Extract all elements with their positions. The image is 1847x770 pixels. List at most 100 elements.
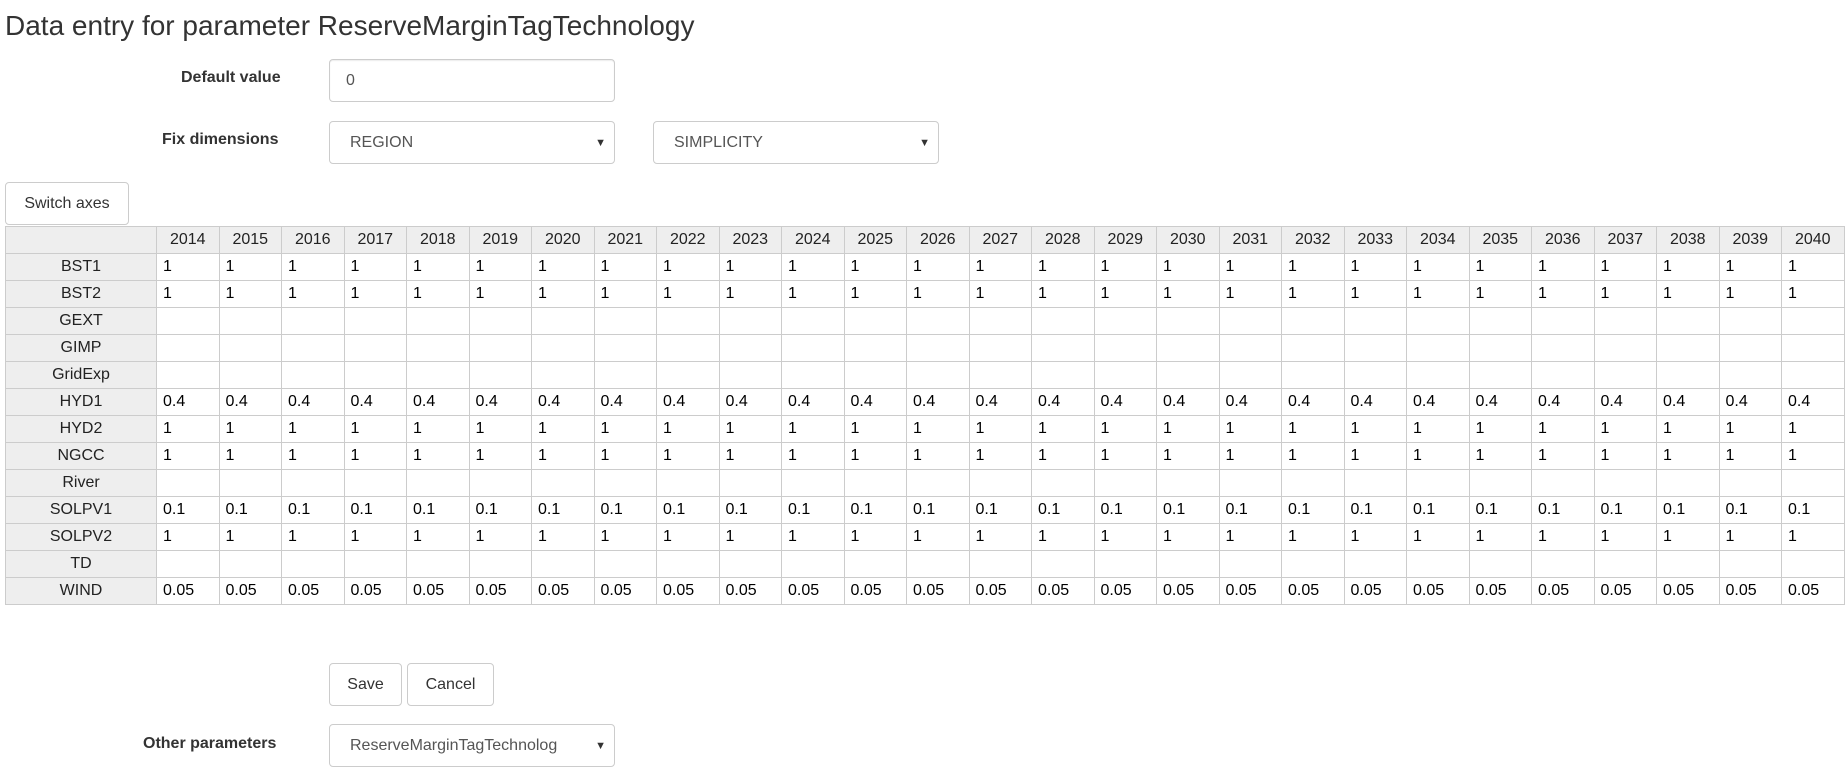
grid-cell[interactable]: 0.05	[218, 577, 282, 605]
grid-cell[interactable]: 1	[781, 280, 845, 308]
default-value-input[interactable]	[329, 59, 615, 102]
grid-cell[interactable]: 1	[1531, 415, 1595, 443]
grid-cell[interactable]: 1	[1468, 415, 1532, 443]
grid-cell[interactable]: 1	[593, 523, 657, 551]
grid-cell[interactable]: 1	[1593, 415, 1657, 443]
grid-cell[interactable]	[1656, 334, 1720, 362]
grid-cell[interactable]: 1	[1156, 280, 1220, 308]
grid-cell[interactable]: 0.1	[1218, 496, 1282, 524]
grid-cell[interactable]	[1406, 334, 1470, 362]
grid-cell[interactable]: 1	[468, 523, 532, 551]
grid-cell[interactable]: 0.1	[1093, 496, 1157, 524]
grid-cell[interactable]: 1	[1343, 253, 1407, 281]
grid-cell[interactable]: 0.05	[593, 577, 657, 605]
grid-cell[interactable]	[281, 307, 345, 335]
grid-cell[interactable]: 1	[1593, 442, 1657, 470]
grid-cell[interactable]	[718, 361, 782, 389]
grid-cell[interactable]: 1	[1718, 280, 1782, 308]
grid-cell[interactable]: 0.05	[1031, 577, 1095, 605]
grid-cell[interactable]	[1531, 469, 1595, 497]
grid-cell[interactable]: 1	[343, 253, 407, 281]
grid-cell[interactable]	[1343, 307, 1407, 335]
grid-cell[interactable]: 0.05	[906, 577, 970, 605]
grid-cell[interactable]	[781, 361, 845, 389]
grid-cell[interactable]: 1	[656, 415, 720, 443]
grid-cell[interactable]: 0.05	[968, 577, 1032, 605]
grid-cell[interactable]: 1	[1093, 415, 1157, 443]
grid-cell[interactable]	[843, 307, 907, 335]
grid-cell[interactable]: 1	[1718, 442, 1782, 470]
grid-cell[interactable]: 0.1	[781, 496, 845, 524]
grid-cell[interactable]: 1	[843, 442, 907, 470]
grid-cell[interactable]: 1	[218, 415, 282, 443]
grid-cell[interactable]: 1	[343, 415, 407, 443]
grid-cell[interactable]	[531, 334, 595, 362]
grid-cell[interactable]	[718, 307, 782, 335]
grid-cell[interactable]: 1	[593, 280, 657, 308]
grid-cell[interactable]	[1218, 361, 1282, 389]
grid-cell[interactable]: 0.1	[1031, 496, 1095, 524]
grid-cell[interactable]	[1281, 361, 1345, 389]
grid-cell[interactable]: 1	[1468, 523, 1532, 551]
grid-cell[interactable]: 1	[1781, 442, 1845, 470]
grid-cell[interactable]	[1593, 361, 1657, 389]
grid-cell[interactable]: 1	[1531, 280, 1595, 308]
grid-cell[interactable]: 1	[281, 523, 345, 551]
grid-cell[interactable]: 1	[1031, 253, 1095, 281]
grid-cell[interactable]: 1	[1093, 280, 1157, 308]
fix-dimension-region-select[interactable]: REGION ▼	[329, 121, 615, 164]
grid-cell[interactable]: 1	[1218, 280, 1282, 308]
grid-cell[interactable]	[843, 469, 907, 497]
grid-cell[interactable]	[1343, 361, 1407, 389]
grid-cell[interactable]: 0.1	[906, 496, 970, 524]
grid-cell[interactable]: 0.1	[1406, 496, 1470, 524]
grid-cell[interactable]	[1218, 550, 1282, 578]
grid-cell[interactable]: 0.4	[1343, 388, 1407, 416]
grid-cell[interactable]	[281, 469, 345, 497]
grid-cell[interactable]: 1	[1718, 253, 1782, 281]
grid-cell[interactable]	[1031, 550, 1095, 578]
grid-cell[interactable]	[218, 361, 282, 389]
grid-cell[interactable]: 0.05	[343, 577, 407, 605]
grid-cell[interactable]: 1	[1093, 442, 1157, 470]
grid-cell[interactable]: 0.1	[1718, 496, 1782, 524]
grid-cell[interactable]	[1656, 361, 1720, 389]
grid-cell[interactable]: 0.05	[1593, 577, 1657, 605]
grid-cell[interactable]	[1656, 307, 1720, 335]
grid-cell[interactable]	[1218, 307, 1282, 335]
grid-cell[interactable]	[906, 469, 970, 497]
grid-cell[interactable]: 1	[406, 280, 470, 308]
grid-cell[interactable]	[1406, 550, 1470, 578]
grid-cell[interactable]: 1	[468, 253, 532, 281]
grid-cell[interactable]: 1	[1406, 253, 1470, 281]
grid-cell[interactable]: 0.1	[843, 496, 907, 524]
grid-cell[interactable]: 1	[1406, 523, 1470, 551]
grid-cell[interactable]: 0.1	[531, 496, 595, 524]
grid-cell[interactable]: 0.4	[281, 388, 345, 416]
grid-cell[interactable]: 1	[1718, 415, 1782, 443]
grid-cell[interactable]: 1	[1718, 523, 1782, 551]
grid-cell[interactable]	[1468, 361, 1532, 389]
grid-cell[interactable]: 0.4	[843, 388, 907, 416]
grid-cell[interactable]: 1	[406, 523, 470, 551]
grid-cell[interactable]: 1	[1343, 442, 1407, 470]
grid-cell[interactable]: 1	[968, 523, 1032, 551]
grid-cell[interactable]: 1	[1781, 280, 1845, 308]
grid-cell[interactable]: 1	[781, 253, 845, 281]
grid-cell[interactable]: 0.1	[1343, 496, 1407, 524]
grid-cell[interactable]	[593, 307, 657, 335]
grid-cell[interactable]: 1	[843, 415, 907, 443]
grid-cell[interactable]: 0.1	[1593, 496, 1657, 524]
grid-cell[interactable]: 1	[718, 280, 782, 308]
grid-cell[interactable]	[1531, 307, 1595, 335]
grid-cell[interactable]: 0.05	[1781, 577, 1845, 605]
grid-cell[interactable]: 0.05	[406, 577, 470, 605]
grid-cell[interactable]	[468, 334, 532, 362]
grid-cell[interactable]	[468, 469, 532, 497]
grid-cell[interactable]	[1156, 469, 1220, 497]
grid-cell[interactable]: 1	[281, 253, 345, 281]
grid-cell[interactable]	[1156, 307, 1220, 335]
grid-cell[interactable]	[1343, 550, 1407, 578]
grid-cell[interactable]: 1	[531, 280, 595, 308]
grid-cell[interactable]	[593, 334, 657, 362]
